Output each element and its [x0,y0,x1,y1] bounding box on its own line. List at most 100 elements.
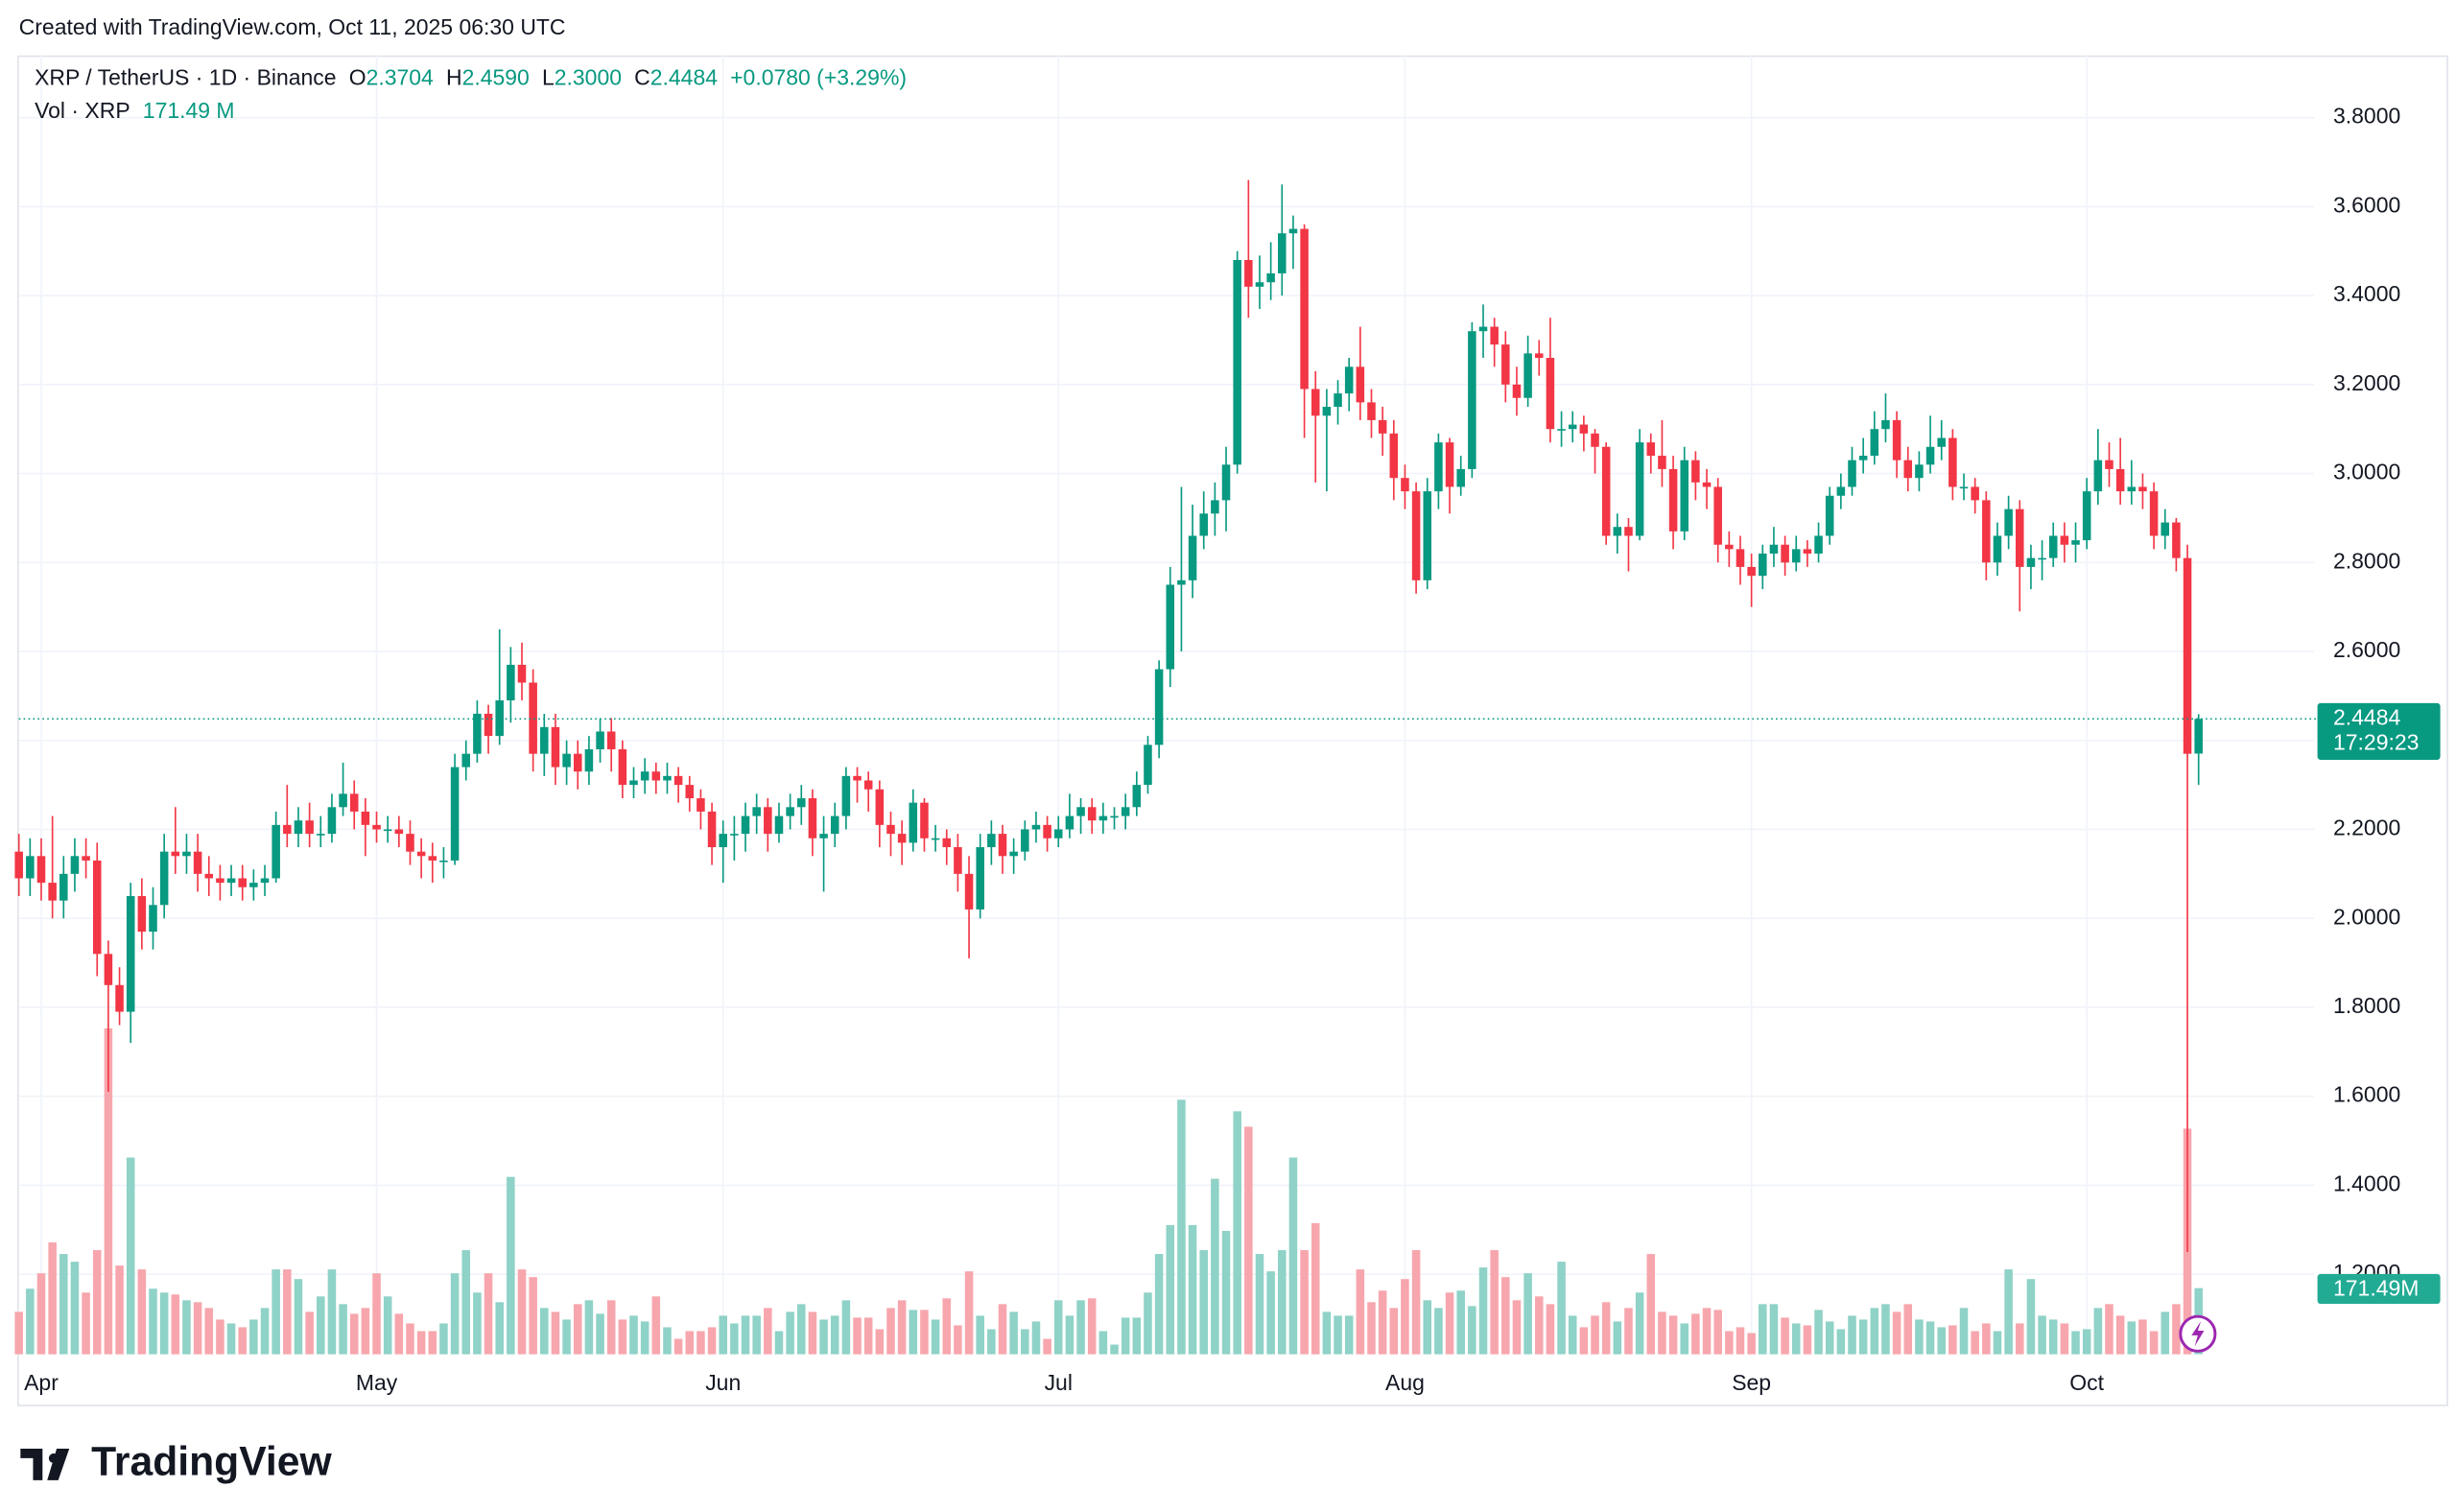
candle-body [473,713,482,754]
candle-body [2161,522,2170,536]
volume-bar [1791,1323,1801,1355]
volume-bar [2048,1319,2058,1355]
candle-body [1244,260,1253,287]
volume-bar [931,1319,940,1355]
volume-bar [1781,1317,1789,1355]
candle-body [394,829,404,835]
volume-bar [36,1273,46,1355]
candle-body [1423,491,1432,580]
candle-body [1311,389,1320,416]
candle-body [886,824,895,835]
volume-bar [1535,1296,1544,1355]
candle-body [1993,535,2002,563]
volume-bar [1300,1250,1309,1355]
candle-body [1288,228,1298,234]
volume-bar [719,1315,727,1355]
volume-bar [808,1311,817,1355]
volume-bar [2127,1321,2137,1355]
volume-bar [2004,1269,2013,1355]
candle-body [317,834,325,836]
volume-bar [305,1311,314,1355]
volume-bar [819,1319,828,1355]
volume-bar [1959,1308,1969,1355]
volume-bar [1288,1157,1298,1355]
candle-body [1937,437,1946,447]
candle-body [1680,460,1688,532]
candle-body [1759,554,1767,577]
volume-bar [1121,1317,1130,1355]
volume-bar [1445,1292,1454,1355]
volume-bar [573,1304,582,1355]
volume-bar [853,1317,862,1355]
volume-bar [126,1157,135,1355]
volume-bar [1512,1300,1522,1355]
candle-body [428,856,437,861]
volume-bar [59,1254,68,1355]
volume-bar [260,1308,270,1355]
volume-bar [697,1331,705,1355]
volume-bar [640,1321,649,1355]
candle-body [1948,437,1957,487]
candle-body [1065,815,1074,830]
candle-body [998,834,1007,857]
volume-bar [1468,1306,1476,1355]
candle-body [461,753,471,768]
candle-body [26,856,35,879]
candle-body [159,851,169,906]
candle-body [673,775,683,786]
candle-body [305,820,314,835]
volume-bar [730,1323,739,1355]
volume-bar [1702,1308,1712,1355]
volume-bar [1043,1338,1051,1355]
volume-bar [1870,1308,1879,1355]
candle-body [1188,535,1197,580]
candle-body [193,851,202,874]
candle-body [1456,468,1465,487]
candle-body [70,856,80,874]
volume-bar [606,1300,616,1355]
volume-bar [394,1313,404,1355]
x-tick-label: Sep [1732,1370,1771,1395]
candle-body [1791,549,1801,563]
candle-body [59,873,68,901]
volume-bar [663,1327,672,1355]
volume-bar [1803,1325,1812,1355]
candle-body [1233,260,1241,465]
volume-bar [1982,1323,1991,1355]
y-tick-label: 2.8000 [2333,548,2400,573]
candle-body [104,954,113,985]
candle-body [920,802,929,839]
candle-body [863,780,873,790]
chart-frame [17,55,2448,1406]
candle-body [2093,460,2103,492]
candle-body [1389,433,1399,479]
volume-bar [416,1331,426,1355]
candle-body [1300,228,1309,390]
candle-body [2038,557,2046,560]
candle-body [1624,527,1633,536]
candle-body [719,834,727,848]
volume-bar [507,1176,515,1355]
candle-body [1825,495,1834,536]
volume-bar [428,1331,437,1355]
candle-body [1166,584,1175,670]
volume-bar [964,1271,974,1355]
volume-bar [2172,1304,2181,1355]
volume-bar [1925,1321,1935,1355]
candle-body [1747,566,1756,577]
y-tick-label: 1.8000 [2333,993,2400,1018]
candle-body [226,878,236,884]
candle-body [1221,464,1231,501]
volume-bar [673,1338,683,1355]
volume-bar [998,1304,1007,1355]
volume-bar [1557,1262,1566,1355]
volume-bar [741,1315,750,1355]
volume-bar [1501,1277,1510,1355]
volume-bar [361,1308,370,1355]
volume-bar [1166,1224,1175,1355]
candle-body [149,905,157,933]
candle-body [1781,544,1789,563]
volume-bar [1601,1302,1611,1355]
candle-body [2149,491,2159,536]
volume-bar [584,1300,594,1355]
